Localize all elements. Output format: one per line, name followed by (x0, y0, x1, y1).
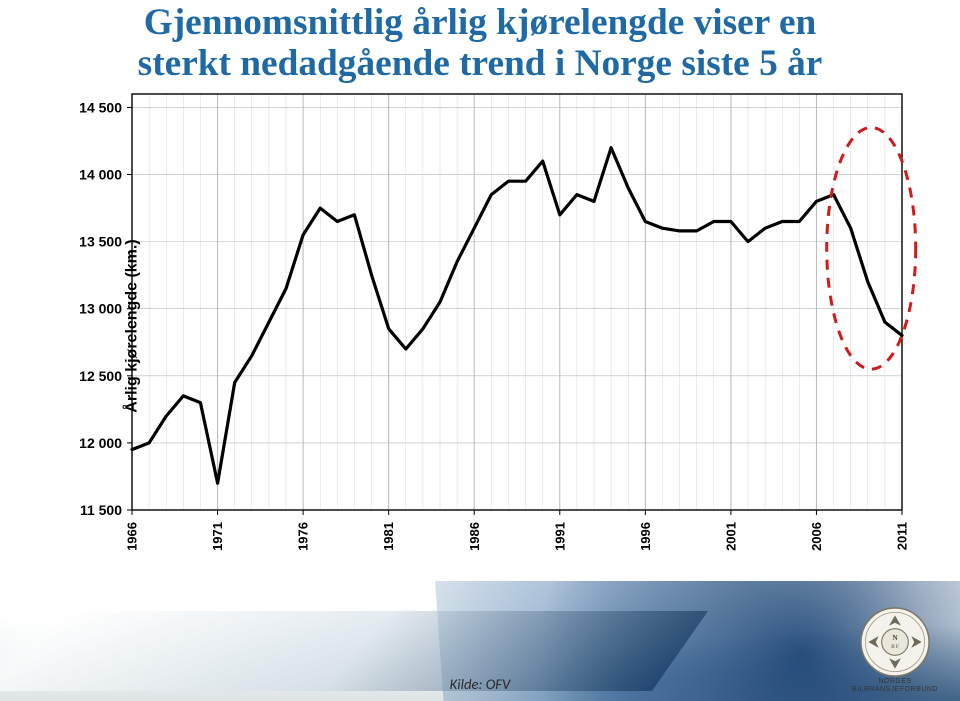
svg-text:12 500: 12 500 (79, 368, 122, 384)
logo-top: NORGES (878, 678, 911, 685)
svg-text:1991: 1991 (552, 522, 567, 551)
org-logo-text: NORGES BILBRANSJEFORBUND (842, 678, 948, 693)
svg-text:13 000: 13 000 (79, 301, 122, 317)
svg-text:2006: 2006 (809, 522, 824, 551)
svg-text:2011: 2011 (895, 522, 910, 550)
svg-text:1971: 1971 (210, 522, 225, 551)
y-axis-label: Årlig kjørelengde (km.) (124, 239, 142, 412)
svg-text:14 000: 14 000 (79, 167, 122, 183)
svg-text:B F: B F (891, 644, 899, 650)
svg-text:1986: 1986 (467, 522, 482, 551)
svg-text:1976: 1976 (296, 522, 311, 551)
org-logo: N B F (858, 605, 932, 679)
slide-title: Gjennomsnittlig årlig kjørelengde viser … (0, 2, 960, 84)
svg-text:N: N (892, 633, 898, 642)
svg-text:14 500: 14 500 (79, 99, 122, 115)
svg-text:13 500: 13 500 (79, 234, 122, 250)
source-label: Kilde: OFV (0, 675, 960, 693)
svg-text:1966: 1966 (125, 522, 140, 551)
title-line-2: sterkt nedadgående trend i Norge siste 5… (138, 43, 823, 84)
footer-band: Kilde: OFV N B F NORGES BILBRANSJEFORBUN… (0, 581, 960, 701)
svg-text:11 500: 11 500 (80, 502, 122, 518)
logo-bottom: BILBRANSJEFORBUND (852, 686, 938, 693)
chart-svg: 11 500 12 000 12 500 13 000 13 500 14 000 14 5… (40, 86, 920, 566)
svg-text:1996: 1996 (638, 522, 653, 551)
svg-text:2001: 2001 (723, 522, 738, 551)
svg-text:12 000: 12 000 (79, 435, 122, 451)
title-line-1: Gjennomsnittlig årlig kjørelengde viser … (144, 2, 817, 43)
line-chart: Årlig kjørelengde (km.) 11 500 12 000 12 5… (40, 86, 920, 566)
svg-text:1981: 1981 (381, 522, 396, 551)
slide-root: Gjennomsnittlig årlig kjørelengde viser … (0, 0, 960, 701)
